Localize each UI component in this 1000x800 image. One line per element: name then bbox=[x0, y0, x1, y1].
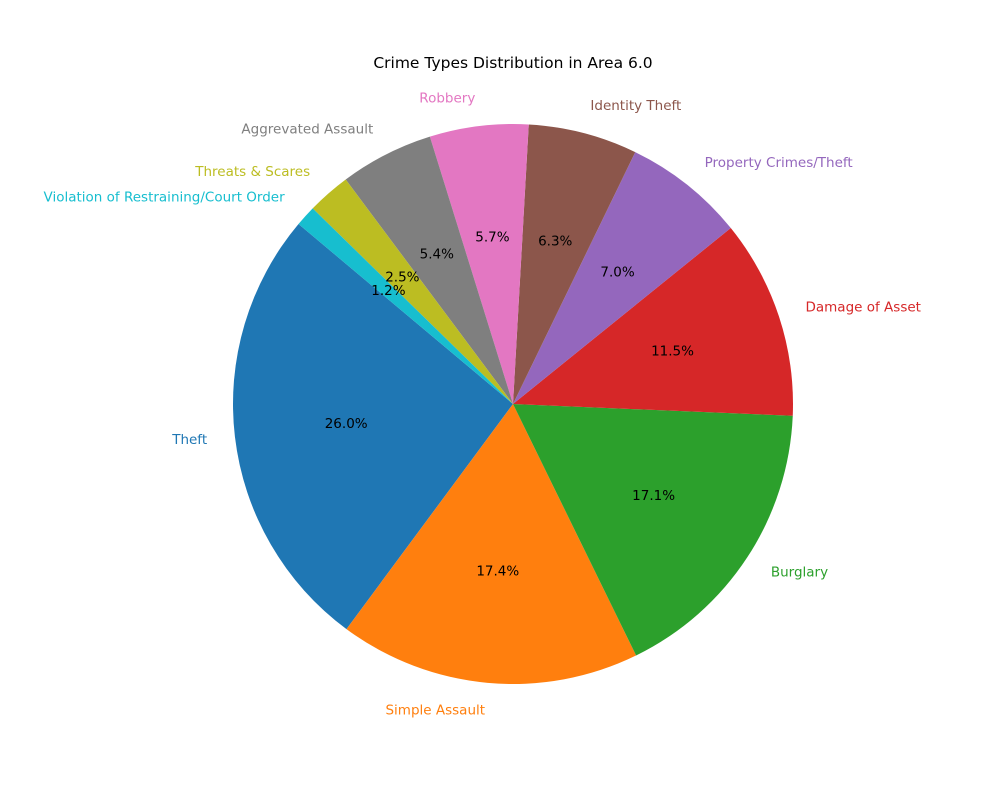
percent-label: 17.4% bbox=[476, 563, 519, 579]
pie-slice bbox=[513, 228, 793, 416]
slice-label: Robbery bbox=[419, 90, 475, 106]
percent-labels: 26.0% 17.4% 17.1% 11.5% 7.0% 6.3% 5.7% 5.4%2.5%… bbox=[325, 229, 694, 579]
pie-slice bbox=[513, 124, 636, 405]
slice-label: Property Crimes/Theft bbox=[705, 155, 853, 171]
slice-label: Simple Assault bbox=[385, 703, 485, 719]
pie-slice bbox=[346, 404, 637, 684]
pie-slice bbox=[298, 208, 513, 404]
percent-label: 1.2% bbox=[371, 283, 405, 299]
percent-label: 5.4% bbox=[420, 246, 454, 262]
pie-slice bbox=[513, 404, 793, 656]
percent-label: 6.3% bbox=[538, 233, 572, 249]
pie-slice bbox=[312, 179, 513, 404]
pie-slice bbox=[232, 224, 513, 630]
slice-label: Damage of Asset bbox=[805, 299, 920, 315]
slice-label: Violation of Restraining/Court Order bbox=[44, 189, 286, 205]
slice-label: Threats & Scares bbox=[194, 164, 310, 180]
percent-label: 17.1% bbox=[632, 488, 675, 504]
pie-slice bbox=[345, 136, 513, 404]
percent-label: 26.0% bbox=[325, 416, 368, 432]
chart-title: Crime Types Distribution in Area 6.0 bbox=[373, 54, 652, 72]
slice-labels: Theft Simple Assault Burglary Damage of Ass… bbox=[44, 90, 921, 718]
pie-slice bbox=[513, 152, 731, 404]
slice-label: Theft bbox=[171, 432, 207, 448]
pie-slice bbox=[429, 124, 529, 405]
pie-slices bbox=[232, 124, 793, 684]
slice-label: Aggrevated Assault bbox=[241, 122, 373, 138]
slice-label: Identity Theft bbox=[590, 98, 681, 114]
percent-label: 5.7% bbox=[475, 229, 509, 245]
percent-label: 11.5% bbox=[651, 343, 694, 359]
slice-label: Burglary bbox=[771, 565, 828, 581]
percent-label: 2.5% bbox=[385, 270, 419, 286]
percent-label: 7.0% bbox=[600, 264, 634, 280]
